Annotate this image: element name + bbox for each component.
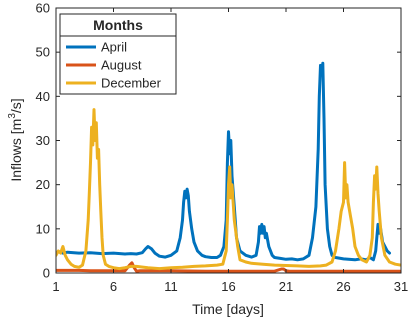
y-tick-label: 60 <box>36 1 50 16</box>
legend-label: August <box>101 58 142 73</box>
y-tick-label: 50 <box>36 45 50 60</box>
y-axis-title-main: Inflows [m <box>8 119 24 182</box>
y-axis-title: Inflows [m3/s] <box>7 98 24 181</box>
legend-box <box>59 13 177 95</box>
x-tick-label: 31 <box>394 279 408 294</box>
y-tick-label: 30 <box>36 133 50 148</box>
y-axis-title-tail: /s] <box>8 98 24 113</box>
y-tick-label: 20 <box>36 177 50 192</box>
legend-entry-december: December <box>66 76 162 91</box>
legend-entries: April August December <box>66 40 162 91</box>
ticks-layer <box>55 7 402 274</box>
series-line-december <box>56 108 401 271</box>
legend[interactable]: Months April August December <box>59 13 177 95</box>
x-tick-label: 16 <box>221 279 235 294</box>
legend-label: April <box>101 40 127 55</box>
legend-entry-august: August <box>66 58 142 73</box>
legend-title: Months <box>93 17 143 33</box>
y-tick-label: 10 <box>36 221 50 236</box>
x-axis-title: Time [days] <box>192 301 264 317</box>
x-tick-label: 1 <box>52 279 59 294</box>
x-tick-label: 21 <box>279 279 293 294</box>
legend-entry-april: April <box>66 40 127 55</box>
y-tick-label: 40 <box>36 89 50 104</box>
y-axis-title-superscript: 3 <box>7 113 18 119</box>
y-tick-label: 0 <box>43 266 50 281</box>
x-tick-label: 6 <box>110 279 117 294</box>
x-tick-label: 26 <box>336 279 350 294</box>
x-tick-label: 11 <box>164 279 178 294</box>
legend-label: December <box>101 76 162 91</box>
